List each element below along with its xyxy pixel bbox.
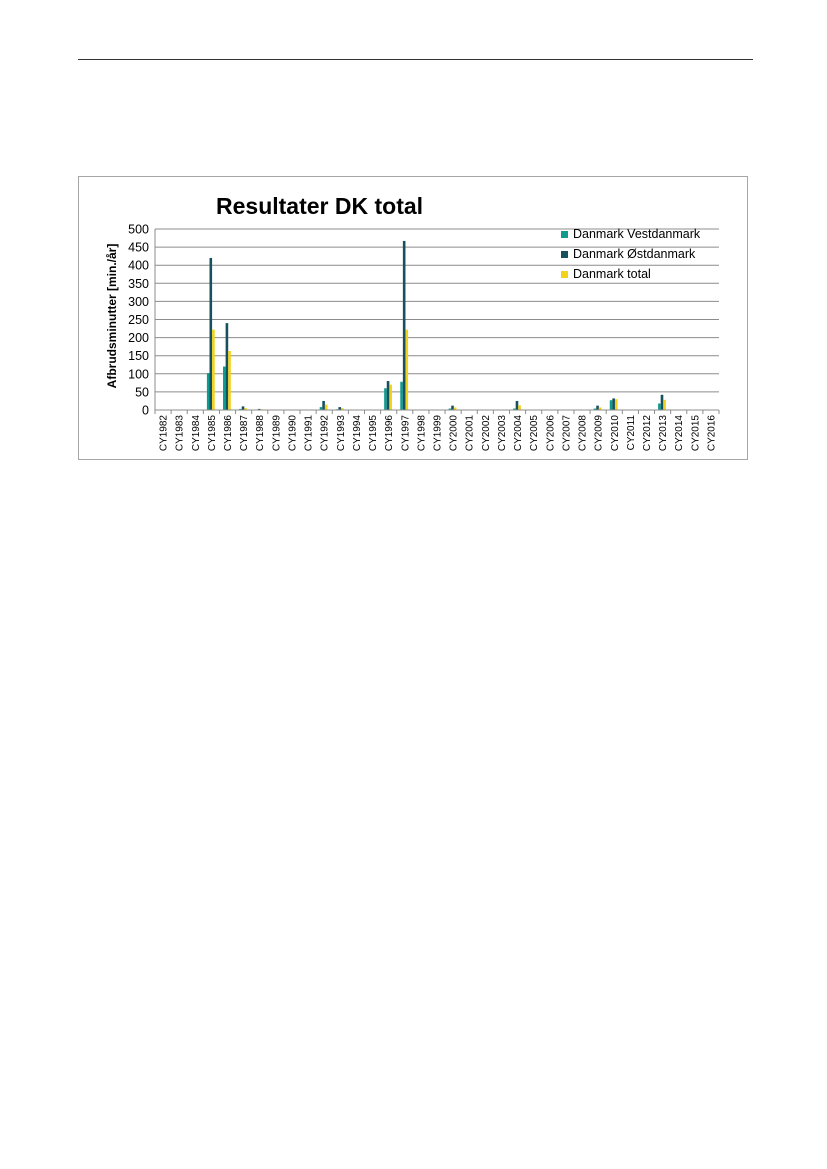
bar-CY1992-series-1: [322, 400, 325, 410]
y-tick-label: 350: [128, 277, 149, 291]
bar-CY2009-series-1: [596, 405, 599, 410]
bar-CY1988-series-1: [257, 408, 261, 410]
x-tick-label: CY2008: [578, 415, 589, 452]
x-tick-label: CY2010: [610, 415, 621, 452]
x-tick-label: CY1986: [223, 415, 234, 452]
x-ticks: CY1982 CY1983 CY1984 CY1985 CY1986 CY1987 CY19…: [159, 415, 718, 452]
y-tick-label: 100: [128, 367, 149, 381]
bar-CY1986-series-2: [228, 350, 231, 410]
bar-CY1996-series-0: [384, 388, 387, 410]
x-tick-label: CY2002: [481, 415, 492, 452]
x-tick-label: CY2015: [690, 415, 701, 452]
bar-CY1992-series-0: [319, 407, 323, 410]
x-tick-label: CY2005: [529, 415, 540, 452]
x-tick-label: CY1989: [271, 415, 282, 452]
x-tick-label: CY1998: [416, 415, 427, 452]
bar-CY2010-series-1: [612, 398, 615, 410]
bar-CY2010-series-2: [614, 399, 618, 410]
bar-CY1985-series-1: [209, 257, 213, 410]
x-tick-label: CY1992: [320, 415, 331, 452]
legend-label-1: Danmark Østdanmark: [573, 247, 696, 261]
y-tick-label: 500: [128, 223, 149, 237]
bar-CY1993-series-2: [341, 408, 344, 410]
x-tick-label: CY1990: [287, 415, 298, 452]
bar-CY1986-series-0: [223, 366, 226, 410]
bar-CY1987-series-1: [241, 406, 245, 410]
legend: Danmark Vestdanmark Danmark Østdanmark Dan…: [561, 227, 701, 281]
gridlines: [155, 228, 719, 393]
y-tick-label: 200: [128, 331, 149, 345]
y-tick-label: 300: [128, 295, 149, 309]
bars: [206, 240, 666, 410]
y-tick-label: 150: [128, 349, 149, 363]
y-tick-label: 0: [142, 404, 149, 418]
bar-CY2004-series-2: [518, 405, 521, 410]
bar-CY2013-series-1: [660, 394, 664, 410]
x-tick-label: CY1996: [384, 415, 395, 452]
axes: [154, 229, 720, 414]
y-tick-label: 400: [128, 259, 149, 273]
bar-CY1997-series-2: [405, 329, 409, 410]
x-tick-label: CY2014: [674, 415, 685, 452]
x-tick-label: CY2001: [465, 415, 476, 452]
bar-CY1987-series-2: [244, 408, 247, 410]
chart-title: Resultater DK total: [216, 193, 423, 219]
bar-CY1997-series-1: [402, 240, 406, 410]
x-tick-label: CY2016: [706, 415, 717, 452]
bar-CY1993-series-1: [338, 407, 342, 410]
x-tick-label: CY2007: [561, 415, 572, 452]
y-tick-label: 450: [128, 241, 149, 255]
x-tick-label: CY2003: [497, 415, 508, 452]
chart-frame: Resultater DK total Afbrudsminutter [min…: [78, 176, 748, 460]
x-tick-label: CY2009: [594, 415, 605, 452]
bar-CY1985-series-0: [206, 373, 210, 410]
legend-label-2: Danmark total: [573, 267, 651, 281]
x-tick-label: CY2006: [545, 415, 556, 452]
bar-CY2004-series-1: [515, 400, 519, 410]
x-tick-label: CY2000: [449, 415, 460, 452]
bar-chart: Resultater DK total Afbrudsminutter [min…: [105, 193, 720, 452]
bar-CY1996-series-1: [386, 381, 390, 410]
bar-CY1986-series-1: [225, 323, 229, 410]
bar-CY1997-series-0: [400, 381, 403, 410]
x-tick-label: CY2012: [642, 415, 653, 452]
bar-CY2000-series-0: [448, 408, 452, 410]
bar-CY2009-series-0: [593, 408, 597, 410]
bar-CY1985-series-2: [212, 329, 215, 410]
page-header-rule: [78, 59, 753, 60]
x-tick-label: CY1988: [255, 415, 266, 452]
legend-label-0: Danmark Vestdanmark: [573, 227, 701, 241]
x-tick-label: CY1994: [352, 415, 363, 452]
x-tick-label: CY1991: [304, 415, 315, 452]
bar-CY2000-series-2: [453, 407, 457, 410]
x-tick-label: CY1983: [175, 415, 186, 452]
bar-CY2009-series-2: [598, 407, 602, 410]
bar-CY2000-series-1: [451, 405, 454, 410]
x-tick-label: CY1984: [191, 415, 202, 452]
x-tick-label: CY2011: [626, 415, 637, 451]
bar-CY1987-series-0: [239, 408, 242, 410]
x-tick-label: CY1982: [159, 415, 170, 452]
x-tick-label: CY1999: [433, 415, 444, 452]
bar-CY2004-series-0: [513, 408, 516, 410]
bar-CY1996-series-2: [389, 384, 392, 410]
bar-CY2013-series-2: [663, 399, 666, 410]
legend-swatch-0: [561, 231, 568, 238]
legend-swatch-1: [561, 251, 568, 258]
y-tick-label: 250: [128, 313, 149, 327]
bar-CY2010-series-0: [609, 400, 613, 410]
y-axis-label: Afbrudsminutter [min./år]: [105, 244, 119, 389]
y-ticks: 0 50 100 150 200 250 300 350 400 450 500: [128, 223, 149, 418]
x-tick-label: CY1993: [336, 415, 347, 452]
bar-CY2013-series-0: [658, 403, 661, 410]
legend-swatch-2: [561, 271, 568, 278]
x-tick-label: CY1985: [207, 415, 218, 452]
x-tick-label: CY1997: [400, 415, 411, 452]
bar-CY1992-series-2: [324, 404, 328, 410]
x-tick-label: CY1995: [368, 415, 379, 452]
x-tick-label: CY1987: [239, 415, 250, 452]
x-tick-label: CY2013: [658, 415, 669, 452]
x-tick-label: CY2004: [513, 415, 524, 452]
y-tick-label: 50: [135, 385, 149, 399]
